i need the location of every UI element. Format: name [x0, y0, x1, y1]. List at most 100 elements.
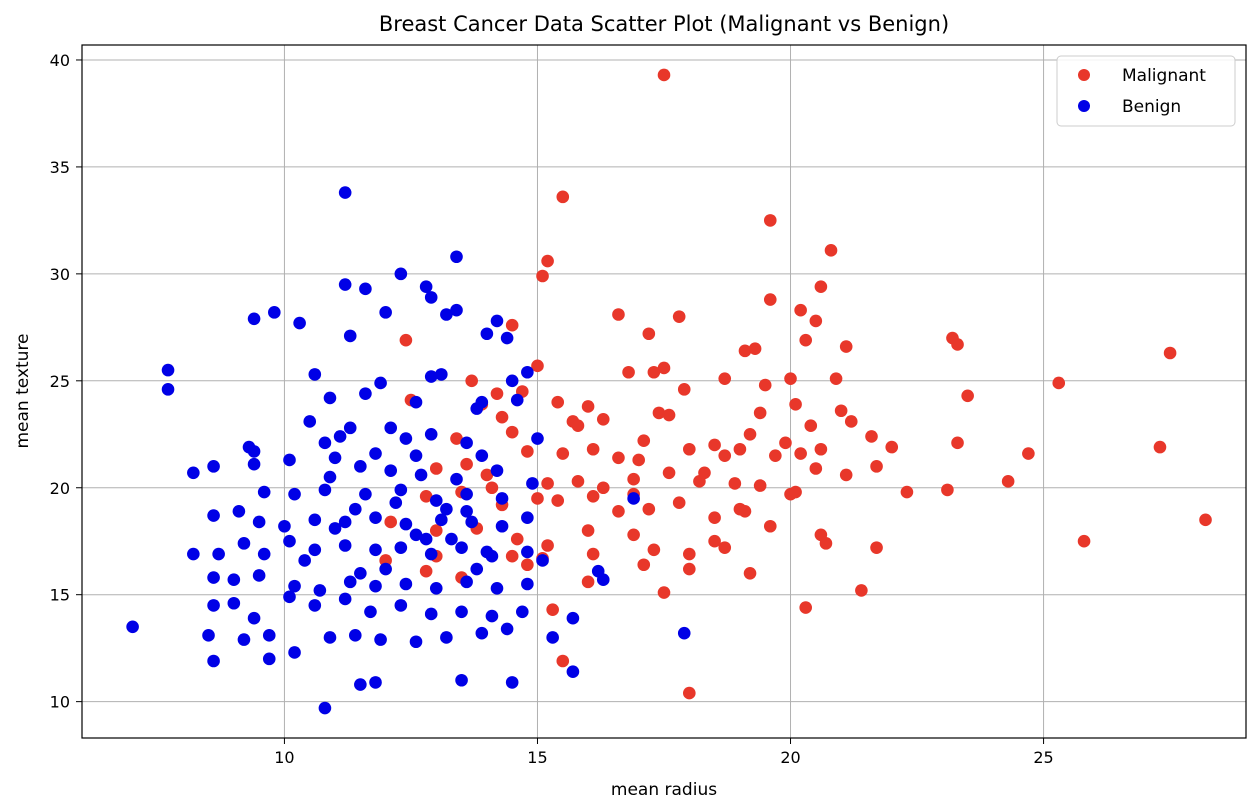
point-benign — [374, 633, 387, 646]
point-malignant — [556, 447, 570, 460]
x-tick-label: 20 — [780, 748, 800, 767]
point-benign — [257, 547, 271, 561]
point-malignant — [733, 502, 747, 516]
point-benign — [227, 573, 241, 587]
point-malignant — [505, 425, 519, 439]
point-malignant — [834, 404, 848, 418]
point-benign — [510, 393, 524, 407]
point-malignant — [571, 419, 585, 433]
point-benign — [566, 665, 580, 678]
point-benign — [536, 554, 549, 567]
point-benign — [247, 457, 261, 471]
point-benign — [313, 584, 327, 597]
point-malignant — [541, 477, 554, 490]
x-tick-label: 10 — [274, 748, 294, 767]
point-benign — [308, 368, 322, 381]
point-malignant — [586, 442, 600, 456]
point-benign — [369, 511, 382, 524]
point-benign — [283, 534, 296, 548]
point-malignant — [839, 340, 853, 353]
point-benign — [450, 250, 463, 264]
point-malignant — [748, 342, 762, 356]
point-benign — [490, 314, 504, 328]
point-benign — [384, 464, 398, 477]
point-benign — [288, 646, 301, 659]
point-malignant — [728, 477, 742, 490]
point-benign — [460, 575, 473, 589]
point-malignant — [1077, 534, 1091, 548]
point-benign — [354, 460, 367, 473]
point-benign — [343, 329, 357, 343]
point-malignant — [698, 466, 711, 480]
point-benign — [328, 451, 342, 465]
point-benign — [288, 487, 301, 501]
point-benign — [465, 515, 478, 529]
point-benign — [450, 472, 463, 486]
point-malignant — [683, 686, 696, 700]
point-benign — [288, 579, 301, 593]
point-malignant — [789, 398, 802, 411]
point-malignant — [510, 532, 524, 546]
point-malignant — [814, 280, 828, 293]
point-malignant — [951, 436, 964, 450]
point-malignant — [941, 483, 954, 497]
point-benign — [212, 547, 225, 561]
point-benign — [359, 282, 372, 296]
x-tick-label: 15 — [527, 748, 547, 767]
point-benign — [359, 387, 372, 400]
point-benign — [308, 513, 322, 527]
point-malignant — [799, 601, 813, 614]
point-benign — [677, 626, 691, 640]
point-benign — [460, 436, 473, 450]
point-benign — [495, 519, 509, 533]
point-malignant — [495, 410, 509, 424]
point-benign — [409, 449, 423, 462]
point-benign — [187, 547, 200, 561]
point-benign — [480, 327, 494, 341]
point-malignant — [789, 485, 802, 499]
point-benign — [429, 581, 443, 595]
point-malignant — [657, 68, 671, 82]
point-malignant — [652, 406, 666, 420]
point-benign — [252, 515, 266, 529]
point-benign — [409, 395, 423, 409]
point-malignant — [683, 547, 696, 561]
point-malignant — [708, 438, 721, 452]
series-malignant — [379, 68, 1212, 700]
point-malignant — [612, 451, 625, 465]
point-benign — [237, 633, 251, 646]
point-benign — [247, 611, 261, 625]
point-malignant — [758, 378, 772, 392]
point-malignant — [677, 383, 691, 396]
x-tick-label: 25 — [1033, 748, 1053, 767]
point-benign — [424, 370, 438, 383]
point-malignant — [551, 395, 565, 409]
point-benign — [460, 504, 473, 518]
point-malignant — [1153, 440, 1167, 454]
point-benign — [303, 415, 317, 428]
point-malignant — [521, 445, 534, 458]
point-malignant — [612, 308, 625, 321]
legend-box — [1056, 55, 1236, 127]
point-malignant — [556, 654, 570, 668]
point-benign — [521, 577, 534, 591]
point-benign — [318, 701, 332, 715]
point-benign — [257, 485, 271, 499]
point-benign — [490, 464, 504, 477]
point-malignant — [384, 515, 398, 529]
point-malignant — [779, 436, 792, 450]
point-malignant — [581, 524, 595, 537]
point-malignant — [657, 361, 671, 375]
point-malignant — [855, 584, 868, 597]
point-malignant — [1163, 346, 1177, 360]
point-benign — [450, 303, 463, 317]
point-malignant — [586, 547, 600, 561]
point-malignant — [647, 543, 661, 557]
point-malignant — [951, 338, 964, 351]
point-malignant — [531, 492, 544, 505]
point-benign — [490, 581, 504, 595]
legend-label-malignant: Malignant — [1122, 66, 1206, 86]
point-malignant — [961, 389, 974, 403]
point-malignant — [672, 310, 686, 323]
point-malignant — [718, 449, 732, 462]
